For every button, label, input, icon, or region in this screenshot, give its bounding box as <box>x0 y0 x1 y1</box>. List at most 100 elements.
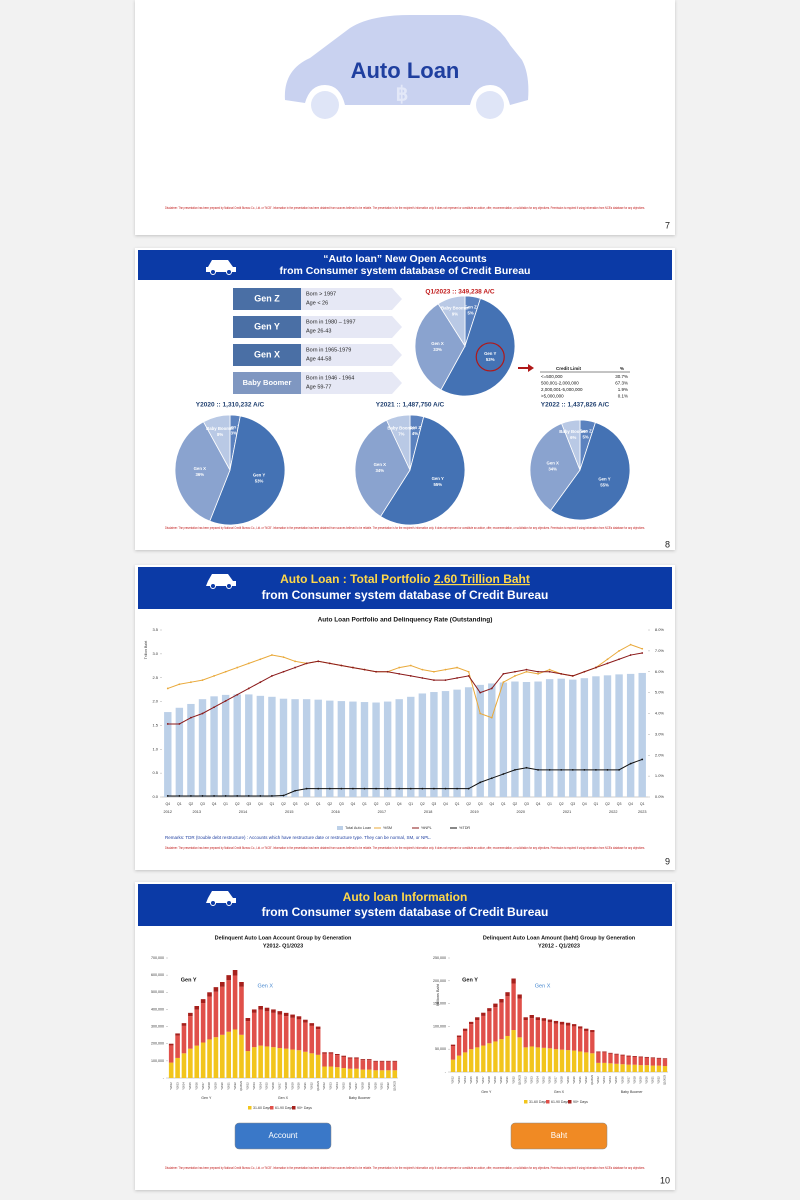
bar-segment <box>168 1045 174 1063</box>
bar-segment <box>188 1048 193 1078</box>
bar-segment <box>662 1059 668 1067</box>
bar <box>476 684 484 797</box>
car-icon <box>206 891 236 906</box>
bar-segment <box>251 1047 257 1078</box>
bar-segment <box>200 1003 206 1043</box>
bar-segment <box>553 1023 559 1050</box>
y-tick-label: 3.0 <box>152 651 158 656</box>
bar-segment <box>499 999 504 1003</box>
bar <box>638 672 646 797</box>
bar-segment <box>571 1026 577 1051</box>
line-dot <box>595 666 597 669</box>
button-label: Baht <box>551 1131 568 1140</box>
bar-segment <box>258 1045 263 1078</box>
y-tick-label: 0.5 <box>152 770 158 775</box>
x-tick-label: Y2022 <box>386 1082 390 1090</box>
x-tick-label: Y2017 <box>481 1076 485 1084</box>
line-dot <box>352 787 354 790</box>
x-tick-label: Y2014 <box>535 1076 539 1084</box>
bar-segment <box>511 983 516 1031</box>
x-tick-label: Y2015 <box>341 1082 345 1090</box>
x-tick-label: Q2 <box>374 802 379 806</box>
bar <box>314 699 322 797</box>
generation-box <box>233 344 301 366</box>
annotation: Gen Y <box>462 977 478 983</box>
chart-title: Y2020 :: 1,310,232 A/C <box>196 402 265 409</box>
x-tick-label: Q1/2023 <box>392 1080 396 1091</box>
generation-name: Gen Z <box>254 293 280 303</box>
y-tick-label: 600,000 <box>151 973 164 977</box>
bar-segment <box>614 1053 619 1055</box>
slice-value: 55% <box>600 483 609 488</box>
generation-detail: Born in 1980 – 1997 <box>306 319 356 325</box>
bar-segment <box>662 1066 668 1072</box>
line-dot <box>236 693 239 696</box>
arrow-box <box>300 316 402 338</box>
arrow-box <box>300 344 402 366</box>
bar-segment <box>175 1057 180 1078</box>
x-tick-label: Q4 <box>351 802 356 806</box>
bar-segment <box>475 1020 480 1048</box>
line-dot <box>560 672 563 675</box>
table-cell: >5,000,000 <box>541 394 564 399</box>
x-tick-label: Y2022 <box>657 1076 661 1084</box>
bar-segment <box>232 975 238 1030</box>
bar-segment <box>347 1057 353 1059</box>
remark: Remarks: TDR (trouble debt restructure) … <box>165 835 431 840</box>
line-dot <box>595 768 597 771</box>
table-cell: 30.7% <box>615 374 628 379</box>
line-dot <box>271 795 273 797</box>
bar-segment <box>481 1015 486 1046</box>
line-dot <box>537 670 539 673</box>
bar-segment <box>529 1046 534 1072</box>
bar-segment <box>517 998 522 1038</box>
generation-detail: Born in 1965-1979 <box>306 347 351 353</box>
bar-segment <box>596 1062 601 1072</box>
slice-label: Baby Boomer <box>559 429 587 434</box>
slide-title-highlight: 2.60 Trillion Baht <box>434 572 530 586</box>
x-tick-label: Q1 <box>547 802 552 806</box>
legend-label: 90+ Days <box>573 1100 588 1104</box>
slice-label: Gen Z <box>409 425 422 430</box>
disclaimer: Disclaimer: The presentation has been pr… <box>165 1166 645 1170</box>
bar-segment <box>584 1030 589 1053</box>
x-tick-label: Y2021 <box>226 1082 230 1090</box>
line-dot <box>294 789 296 792</box>
bar-segment <box>584 1028 589 1031</box>
button[interactable] <box>234 1122 332 1150</box>
y-tick-label: 250,000 <box>433 956 446 960</box>
year-label: 2021 <box>563 810 571 814</box>
year-label: 2014 <box>239 810 247 814</box>
x-tick-label: Y2016 <box>194 1082 198 1090</box>
line-dot <box>282 656 285 659</box>
line-dot <box>490 716 493 719</box>
slice-value: 55% <box>433 482 442 487</box>
page-number: 10 <box>660 1175 670 1185</box>
line-dot <box>467 675 470 677</box>
arrow-box <box>300 372 402 394</box>
slide-subtitle: from Consumer system database of Credit … <box>262 905 549 919</box>
table-cell: 1.9% <box>618 387 628 392</box>
slice-label: Gen Z <box>465 305 478 310</box>
x-tick-label: Y2016 <box>620 1076 624 1084</box>
bar-segment <box>450 1046 456 1060</box>
bar-segment <box>462 1028 468 1031</box>
y-tick-label: 1.0 <box>152 746 158 751</box>
x-tick-label: Q2 <box>327 802 332 806</box>
y2-tick-label: 5.0% <box>655 690 665 695</box>
button[interactable] <box>510 1122 608 1150</box>
table-cell: 500,001-2,000,000 <box>541 381 579 386</box>
slice-label: Gen X <box>547 461 560 466</box>
pie-slice <box>414 303 466 391</box>
line-dot <box>421 668 424 671</box>
bar-segment <box>194 1045 200 1078</box>
x-tick-label: Q3 <box>385 802 390 806</box>
x-tick-label: Q2 <box>281 802 286 806</box>
line-dot <box>641 652 644 654</box>
bar-segment <box>590 1032 595 1054</box>
x-tick-label: Y2015 <box>265 1082 269 1090</box>
bar <box>221 694 230 797</box>
x-tick-label: Q4 <box>628 802 633 806</box>
line-dot <box>444 668 447 671</box>
line-dot <box>190 795 192 797</box>
